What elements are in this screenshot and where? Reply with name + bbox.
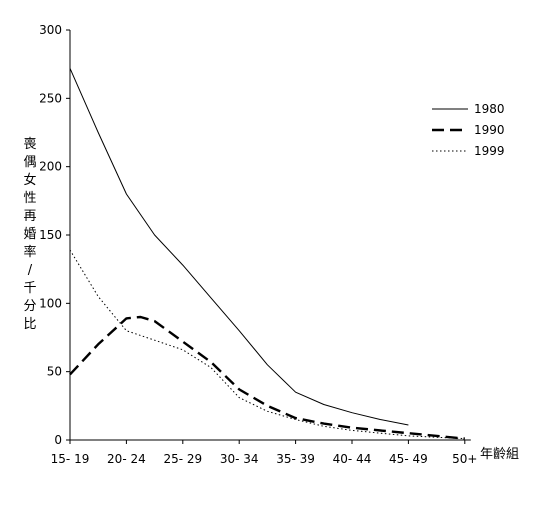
- y-tick-label: 0: [54, 433, 62, 447]
- series-lines: [69, 68, 465, 440]
- series-line-1990: [69, 315, 465, 440]
- x-tick-label: 20- 24: [107, 452, 146, 466]
- y-axis-label-char: 性: [23, 191, 36, 206]
- legend-label-1980: 1980: [474, 102, 505, 116]
- y-tick-label: 200: [39, 160, 62, 174]
- series-line-1999: [69, 249, 465, 440]
- x-axis-ticks: 15- 19 20- 24 25- 29 30- 34 35- 39 40- 44 45- …: [51, 440, 477, 466]
- legend-label-1990: 1990: [474, 123, 505, 137]
- x-tick-label: 15- 19: [51, 452, 90, 466]
- y-axis-label-char: 偶: [23, 155, 36, 170]
- y-tick-label: 150: [39, 228, 62, 242]
- y-tick-label: 100: [39, 296, 62, 310]
- y-axis-label-char: 喪: [23, 137, 36, 152]
- x-tick-label: 25- 29: [163, 452, 202, 466]
- x-tick-label: 50+: [452, 452, 477, 466]
- y-axis-label-char: 千: [23, 281, 36, 296]
- x-tick-label: 45- 49: [389, 452, 428, 466]
- y-axis-label-char: 再: [23, 209, 36, 224]
- y-tick-label: 50: [47, 365, 62, 379]
- legend: 1980 1990 1999: [432, 102, 505, 158]
- axes: [69, 30, 471, 441]
- legend-label-1999: 1999: [474, 144, 505, 158]
- y-axis-label-char: 率: [23, 244, 36, 260]
- y-tick-label: 300: [39, 23, 62, 37]
- x-tick-label: 40- 44: [333, 452, 372, 466]
- y-axis-label-char: 女: [23, 172, 36, 188]
- y-axis-label-char: /: [28, 263, 33, 278]
- y-tick-label: 250: [39, 91, 62, 105]
- series-line-1980: [69, 68, 409, 426]
- x-axis-label: 年齡組: [480, 447, 519, 462]
- x-tick-label: 30- 34: [220, 452, 259, 466]
- y-axis-label-char: 比: [23, 317, 36, 332]
- y-axis-ticks: 0 50 100 150 200 250 300: [39, 23, 70, 447]
- y-axis-label-char: 分: [23, 299, 36, 314]
- x-tick-label: 35- 39: [276, 452, 315, 466]
- y-axis-label-char: 婚: [23, 227, 36, 242]
